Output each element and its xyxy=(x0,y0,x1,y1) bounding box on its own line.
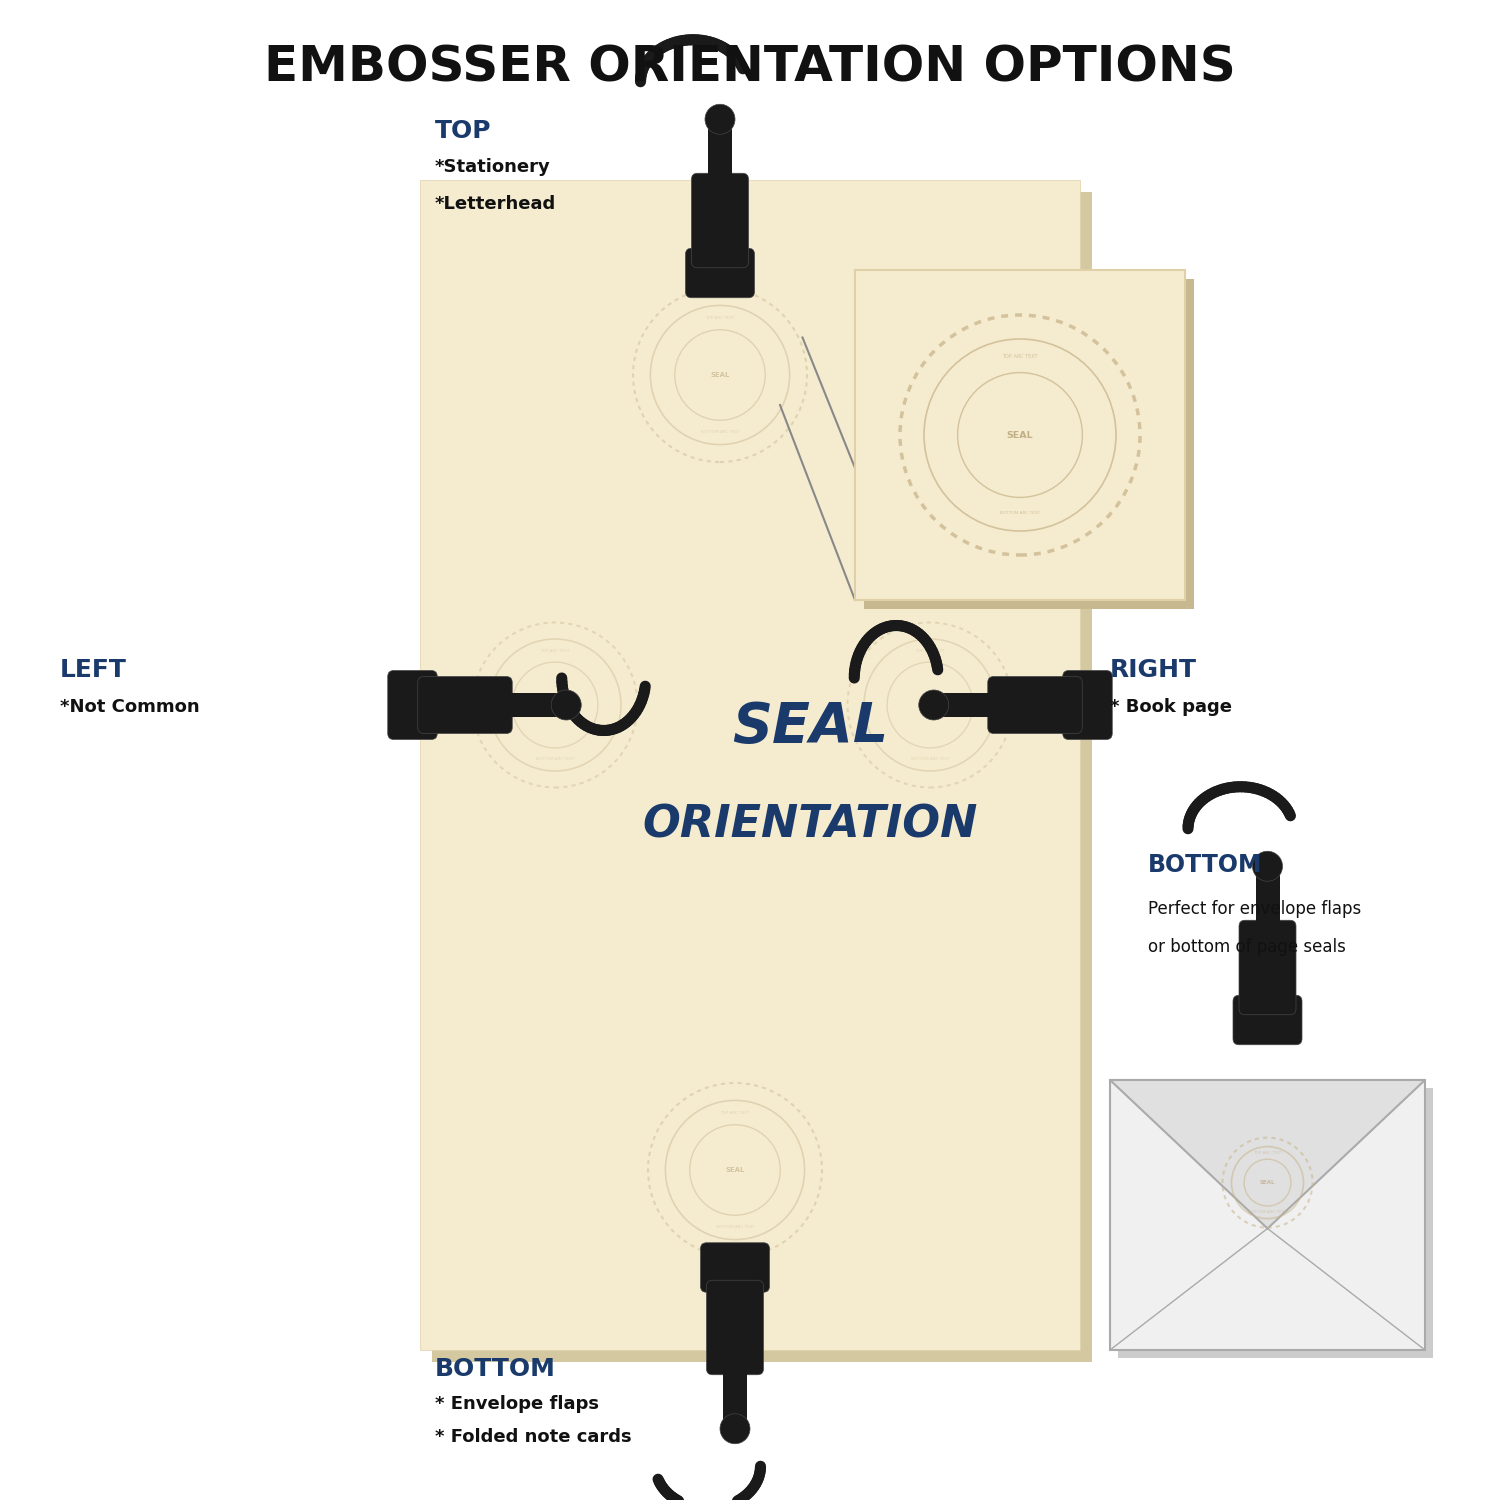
Bar xyxy=(1118,1088,1432,1358)
Bar xyxy=(708,120,732,180)
Bar xyxy=(723,1368,747,1428)
FancyBboxPatch shape xyxy=(987,676,1083,734)
Text: LEFT: LEFT xyxy=(60,658,128,682)
Polygon shape xyxy=(1110,1080,1425,1228)
Text: TOP: TOP xyxy=(435,118,492,142)
Text: RIGHT: RIGHT xyxy=(1110,658,1197,682)
Text: SEAL: SEAL xyxy=(1007,430,1034,439)
Bar xyxy=(855,270,1185,600)
Text: Perfect for envelope flaps: Perfect for envelope flaps xyxy=(1148,900,1360,918)
Text: BOTTOM ARC TEXT: BOTTOM ARC TEXT xyxy=(716,1224,754,1228)
Text: TOP ARC TEXT: TOP ARC TEXT xyxy=(1252,1152,1282,1155)
Text: *Stationery: *Stationery xyxy=(435,158,550,176)
Text: TOP ARC TEXT: TOP ARC TEXT xyxy=(915,650,945,654)
Text: * Folded note cards: * Folded note cards xyxy=(435,1428,632,1446)
FancyBboxPatch shape xyxy=(387,670,438,740)
Text: BOTTOM ARC TEXT: BOTTOM ARC TEXT xyxy=(1000,512,1039,515)
Text: or bottom of page seals: or bottom of page seals xyxy=(1148,938,1346,956)
Bar xyxy=(1110,1080,1425,1350)
FancyBboxPatch shape xyxy=(417,676,512,734)
Text: BOTTOM: BOTTOM xyxy=(435,1358,556,1382)
Bar xyxy=(864,279,1194,609)
Circle shape xyxy=(705,104,735,134)
Text: BOTTOM ARC TEXT: BOTTOM ARC TEXT xyxy=(536,756,574,760)
FancyBboxPatch shape xyxy=(686,248,754,297)
Bar xyxy=(933,693,993,717)
Bar xyxy=(432,192,1092,1362)
FancyBboxPatch shape xyxy=(1239,920,1296,1014)
Text: BOTTOM ARC TEXT: BOTTOM ARC TEXT xyxy=(910,756,950,760)
Text: ORIENTATION: ORIENTATION xyxy=(642,804,978,846)
Bar xyxy=(507,693,567,717)
Circle shape xyxy=(552,690,582,720)
FancyBboxPatch shape xyxy=(700,1242,770,1293)
Text: TOP ARC TEXT: TOP ARC TEXT xyxy=(720,1112,750,1116)
Text: TOP ARC TEXT: TOP ARC TEXT xyxy=(540,650,570,654)
Circle shape xyxy=(720,1413,750,1443)
Circle shape xyxy=(918,690,948,720)
Circle shape xyxy=(1252,852,1282,882)
Text: SEAL: SEAL xyxy=(732,700,888,754)
Text: SEAL: SEAL xyxy=(1260,1180,1275,1185)
FancyBboxPatch shape xyxy=(1233,996,1302,1044)
FancyBboxPatch shape xyxy=(706,1281,764,1374)
Text: BOTTOM: BOTTOM xyxy=(1148,853,1262,877)
Text: * Book page: * Book page xyxy=(1110,698,1232,715)
Text: SEAL: SEAL xyxy=(711,372,729,378)
Text: TOP ARC TEXT: TOP ARC TEXT xyxy=(705,316,735,321)
FancyBboxPatch shape xyxy=(692,174,748,267)
Text: EMBOSSER ORIENTATION OPTIONS: EMBOSSER ORIENTATION OPTIONS xyxy=(264,44,1236,92)
Text: *Not Common: *Not Common xyxy=(60,698,200,715)
Text: SEAL: SEAL xyxy=(726,1167,744,1173)
Text: SEAL: SEAL xyxy=(546,702,564,708)
Text: BOTTOM ARC TEXT: BOTTOM ARC TEXT xyxy=(1248,1210,1287,1214)
Text: BOTTOM ARC TEXT: BOTTOM ARC TEXT xyxy=(700,429,740,433)
Text: *Letterhead: *Letterhead xyxy=(435,195,556,213)
Bar xyxy=(1256,867,1280,925)
Text: * Envelope flaps: * Envelope flaps xyxy=(435,1395,598,1413)
Text: SEAL: SEAL xyxy=(921,702,939,708)
Text: TOP ARC TEXT: TOP ARC TEXT xyxy=(1002,354,1038,360)
FancyBboxPatch shape xyxy=(1062,670,1112,740)
Bar xyxy=(420,180,1080,1350)
